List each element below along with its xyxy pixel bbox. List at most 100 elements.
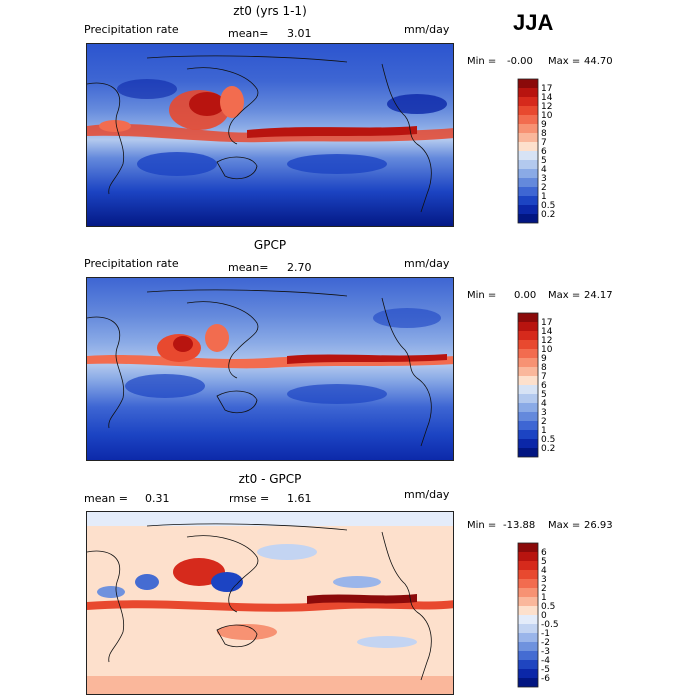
colorbar-swatch (518, 376, 538, 385)
colorbar-tick-label: 3 (541, 174, 547, 184)
colorbar-swatch (518, 97, 538, 106)
colorbar-tick-label: -3 (541, 647, 550, 657)
colorbar-swatch (518, 543, 538, 552)
colorbar-tick-label: 8 (541, 363, 547, 373)
colorbar-frame (517, 78, 539, 224)
panel-3-title: zt0 - GPCP (238, 472, 302, 486)
colorbar-swatch (518, 579, 538, 588)
panel-3-map (86, 511, 454, 695)
colorbar-tick-label: 6 (541, 147, 547, 157)
panel-1-max-label: Max = (548, 56, 581, 67)
panel-3-rmse-label: rmse = (229, 492, 270, 505)
colorbar-tick-label: 5 (541, 557, 547, 567)
panel-1-mean-label: mean= (228, 27, 269, 40)
colorbar-swatch (518, 358, 538, 367)
colorbar-swatch (518, 106, 538, 115)
colorbar-tick-label: -5 (541, 665, 550, 675)
panel-2-map (86, 277, 454, 461)
colorbar-swatch (518, 349, 538, 358)
colorbar-swatch (518, 421, 538, 430)
colorbar-tick-label: 10 (541, 111, 553, 121)
colorbar-swatch (518, 178, 538, 187)
colorbar-tick-label: 3 (541, 575, 547, 585)
panel-3-min-label: Min = (467, 520, 497, 531)
colorbar-swatch (518, 394, 538, 403)
colorbar-swatch (518, 322, 538, 331)
colorbar-swatch (518, 678, 538, 687)
colorbar-swatch (518, 552, 538, 561)
colorbar-tick-label: 6 (541, 381, 547, 391)
colorbar-frame (517, 312, 539, 458)
colorbar-tick-label: 0.2 (541, 210, 555, 220)
colorbar-swatch (518, 606, 538, 615)
colorbar-frame (517, 542, 539, 688)
panel-3-units: mm/day (404, 488, 450, 501)
colorbar-tick-label: 0.2 (541, 444, 555, 454)
colorbar-tick-label: -0.5 (541, 620, 559, 630)
colorbar-tick-label: 2 (541, 417, 547, 427)
colorbar-tick-label: -2 (541, 638, 550, 648)
colorbar-swatch (518, 340, 538, 349)
colorbar-swatch (518, 187, 538, 196)
colorbar-tick-label: 12 (541, 336, 552, 346)
colorbar-swatch (518, 205, 538, 214)
panel-2-max-value: 24.17 (584, 290, 613, 301)
colorbar-tick-label: 17 (541, 318, 552, 328)
panel-2-variable-label: Precipitation rate (84, 257, 179, 270)
colorbar-swatch (518, 331, 538, 340)
panel-2-units: mm/day (404, 257, 450, 270)
panel-1-min-label: Min = (467, 56, 497, 67)
colorbar-swatch (518, 430, 538, 439)
panel-3-mean-label: mean = (84, 492, 128, 505)
season-label: JJA (513, 10, 554, 35)
colorbar-swatch (518, 214, 538, 223)
colorbar-tick-label: -1 (541, 629, 550, 639)
colorbar-tick-label: 7 (541, 138, 547, 148)
colorbar-tick-label: 4 (541, 165, 547, 175)
colorbar-tick-label: 7 (541, 372, 547, 382)
colorbar-tick-label: 10 (541, 345, 553, 355)
colorbar-swatch (518, 313, 538, 322)
colorbar-tick-label: 17 (541, 84, 552, 94)
panel-2-min-value: 0.00 (514, 290, 537, 301)
colorbar-swatch (518, 642, 538, 651)
colorbar-tick-label: 3 (541, 408, 547, 418)
panel-3-rmse-value: 1.61 (287, 492, 312, 505)
panel-3-min-value: -13.88 (503, 520, 536, 531)
panel-2-title: GPCP (253, 238, 287, 252)
colorbar-swatch (518, 561, 538, 570)
colorbar-swatch (518, 367, 538, 376)
colorbar-tick-label: 0.5 (541, 435, 555, 445)
colorbar-swatch (518, 124, 538, 133)
colorbar-swatch (518, 403, 538, 412)
panel-1-mean-value: 3.01 (287, 27, 312, 40)
colorbar-swatch (518, 570, 538, 579)
colorbar-tick-label: 9 (541, 120, 547, 130)
colorbar-tick-label: 4 (541, 566, 547, 576)
panel-3-max-value: 26.93 (584, 520, 613, 531)
colorbar-tick-label: 1 (541, 192, 547, 202)
colorbar-tick-label: 8 (541, 129, 547, 139)
panel-1-map (86, 43, 454, 227)
colorbar-tick-label: 5 (541, 156, 547, 166)
panel-1-title: zt0 (yrs 1-1) (233, 4, 307, 18)
colorbar-swatch (518, 633, 538, 642)
colorbar-tick-label: 12 (541, 102, 552, 112)
colorbar-tick-label: 1 (541, 426, 547, 436)
colorbar-swatch (518, 439, 538, 448)
colorbar-tick-label: 2 (541, 183, 547, 193)
colorbar-swatch (518, 615, 538, 624)
colorbar-tick-label: 14 (541, 93, 553, 103)
colorbar-tick-label: -6 (541, 674, 550, 684)
panel-1-units: mm/day (404, 23, 450, 36)
colorbar-swatch (518, 597, 538, 606)
panel-1-map-graphic (87, 44, 453, 226)
colorbar-swatch (518, 588, 538, 597)
panel-2-min-label: Min = (467, 290, 497, 301)
colorbar-swatch (518, 160, 538, 169)
colorbar-swatch (518, 88, 538, 97)
colorbar-tick-label: 9 (541, 354, 547, 364)
panel-1-min-value: -0.00 (507, 56, 533, 67)
